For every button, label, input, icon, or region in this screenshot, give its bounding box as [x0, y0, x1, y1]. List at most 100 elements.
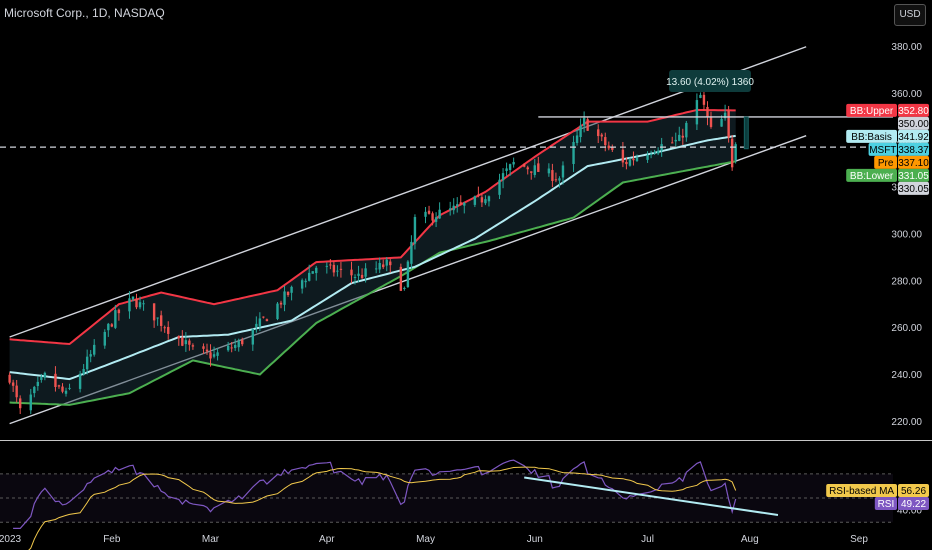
- time-tick-label: Mar: [202, 534, 220, 545]
- candle-body: [459, 202, 462, 205]
- candle-body: [290, 286, 293, 293]
- symbol-title[interactable]: Microsoft Corp., 1D, NASDAQ: [4, 6, 165, 20]
- price-value-tag: [898, 129, 929, 143]
- candle-body: [734, 144, 737, 161]
- candle-body: [350, 269, 353, 276]
- currency-button[interactable]: USD: [894, 4, 926, 26]
- candle-body: [364, 268, 367, 277]
- rsi-name-text: RSI-based MA: [829, 486, 894, 497]
- candle-body: [487, 196, 491, 202]
- candle-body: [389, 261, 392, 266]
- price-tick-label: 280.00: [891, 276, 922, 287]
- bb-upper-line: [9, 108, 736, 346]
- candle-body: [674, 139, 677, 142]
- candle-body: [554, 179, 558, 181]
- candle-body: [135, 298, 138, 308]
- candle-body: [656, 150, 660, 154]
- time-tick-label: Feb: [103, 534, 121, 545]
- candle-body: [279, 302, 283, 305]
- candle-body: [128, 298, 131, 312]
- candle-body: [212, 354, 216, 357]
- price-value-tag: [898, 142, 929, 156]
- candle-body: [156, 317, 159, 319]
- candle-body: [107, 323, 110, 331]
- candle-body: [114, 310, 117, 328]
- candle-body: [241, 340, 244, 345]
- candle-body: [678, 134, 681, 141]
- candle-body: [406, 261, 410, 287]
- candle-body: [181, 337, 184, 346]
- candle-body: [547, 168, 551, 174]
- candle-body: [8, 374, 11, 383]
- candle-body: [551, 170, 554, 181]
- candle-body: [695, 100, 699, 125]
- candle-body: [526, 167, 529, 170]
- rsi-value-text: 49.22: [901, 499, 926, 510]
- measure-range-bar: [743, 116, 749, 150]
- candle-body: [357, 273, 360, 276]
- time-axis[interactable]: 2023 Feb Mar Apr May Jun Jul Aug Sep: [0, 534, 868, 545]
- rsi-trendline: [524, 476, 779, 517]
- candle-body: [43, 372, 47, 378]
- candle-body: [582, 117, 586, 126]
- candle-body: [93, 344, 96, 355]
- candle-body: [597, 129, 600, 137]
- candle-body: [434, 217, 438, 222]
- candle-body: [575, 135, 579, 143]
- price-tick-label: 260.00: [891, 323, 922, 334]
- candle-body: [167, 326, 170, 334]
- candle-body: [448, 208, 452, 211]
- price-axis[interactable]: 220.00240.00260.00280.00300.00320.00340.…: [891, 28, 932, 440]
- price-tick-label: 220.00: [891, 417, 922, 428]
- candle-body: [209, 352, 212, 359]
- candle-body: [15, 385, 18, 398]
- time-tick-label: Apr: [319, 534, 335, 545]
- price-value-text: 337.10: [898, 158, 929, 169]
- candle-body: [332, 264, 336, 273]
- candle-body: [452, 205, 455, 211]
- price-value-text: 331.05: [898, 171, 929, 182]
- price-name-text: BB:Basis: [851, 132, 892, 143]
- candle-body: [685, 122, 688, 138]
- candle-body: [85, 356, 89, 370]
- price-name-text: MSFT: [869, 145, 896, 156]
- candle-body: [646, 155, 649, 160]
- candle-body: [431, 213, 434, 221]
- candle-body: [625, 161, 628, 165]
- candle-body: [11, 382, 15, 386]
- candle-body: [308, 272, 311, 281]
- candle-body: [512, 162, 515, 165]
- time-tick-label: Jun: [527, 534, 543, 545]
- candle-body: [40, 376, 43, 380]
- candle-body: [498, 179, 501, 195]
- candle-body: [61, 386, 64, 392]
- candle-body: [671, 142, 674, 144]
- channel-upper-line: [9, 46, 807, 338]
- candle-body: [505, 168, 508, 171]
- candle-body: [142, 303, 145, 305]
- rsi-line: [13, 459, 737, 529]
- rsi-pane[interactable]: [0, 440, 932, 523]
- rsi-name-text: RSI: [878, 499, 895, 510]
- candle-body: [413, 217, 417, 244]
- candle-body: [484, 199, 487, 204]
- time-tick-label: 2023: [0, 534, 22, 545]
- candle-body: [399, 266, 403, 291]
- candle-body: [607, 145, 610, 149]
- candle-body: [57, 385, 61, 387]
- candle-body: [276, 303, 279, 320]
- candle-body: [653, 152, 656, 154]
- bb-basis-line: [9, 134, 736, 381]
- candle-body: [508, 164, 512, 170]
- candle-body: [723, 112, 727, 119]
- candle-body: [628, 159, 632, 166]
- candle-body: [709, 116, 713, 127]
- candle-body: [237, 341, 240, 348]
- price-name-text: BB:Lower: [850, 171, 894, 182]
- measure-tool[interactable]: 13.60 (4.02%) 1360: [666, 70, 754, 150]
- candle-body: [184, 340, 188, 345]
- price-name-tag: [846, 168, 897, 182]
- measure-label-box: [669, 70, 751, 92]
- candle-body: [706, 106, 709, 118]
